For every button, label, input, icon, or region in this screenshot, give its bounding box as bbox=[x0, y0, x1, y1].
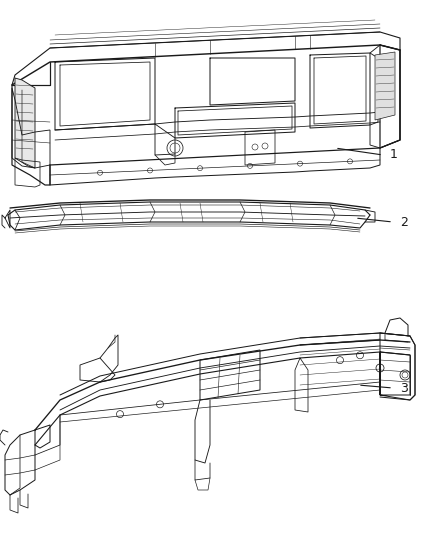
Polygon shape bbox=[15, 78, 35, 168]
Text: 3: 3 bbox=[400, 382, 408, 394]
Polygon shape bbox=[375, 52, 395, 120]
Text: 2: 2 bbox=[400, 215, 408, 229]
Text: 1: 1 bbox=[390, 149, 398, 161]
